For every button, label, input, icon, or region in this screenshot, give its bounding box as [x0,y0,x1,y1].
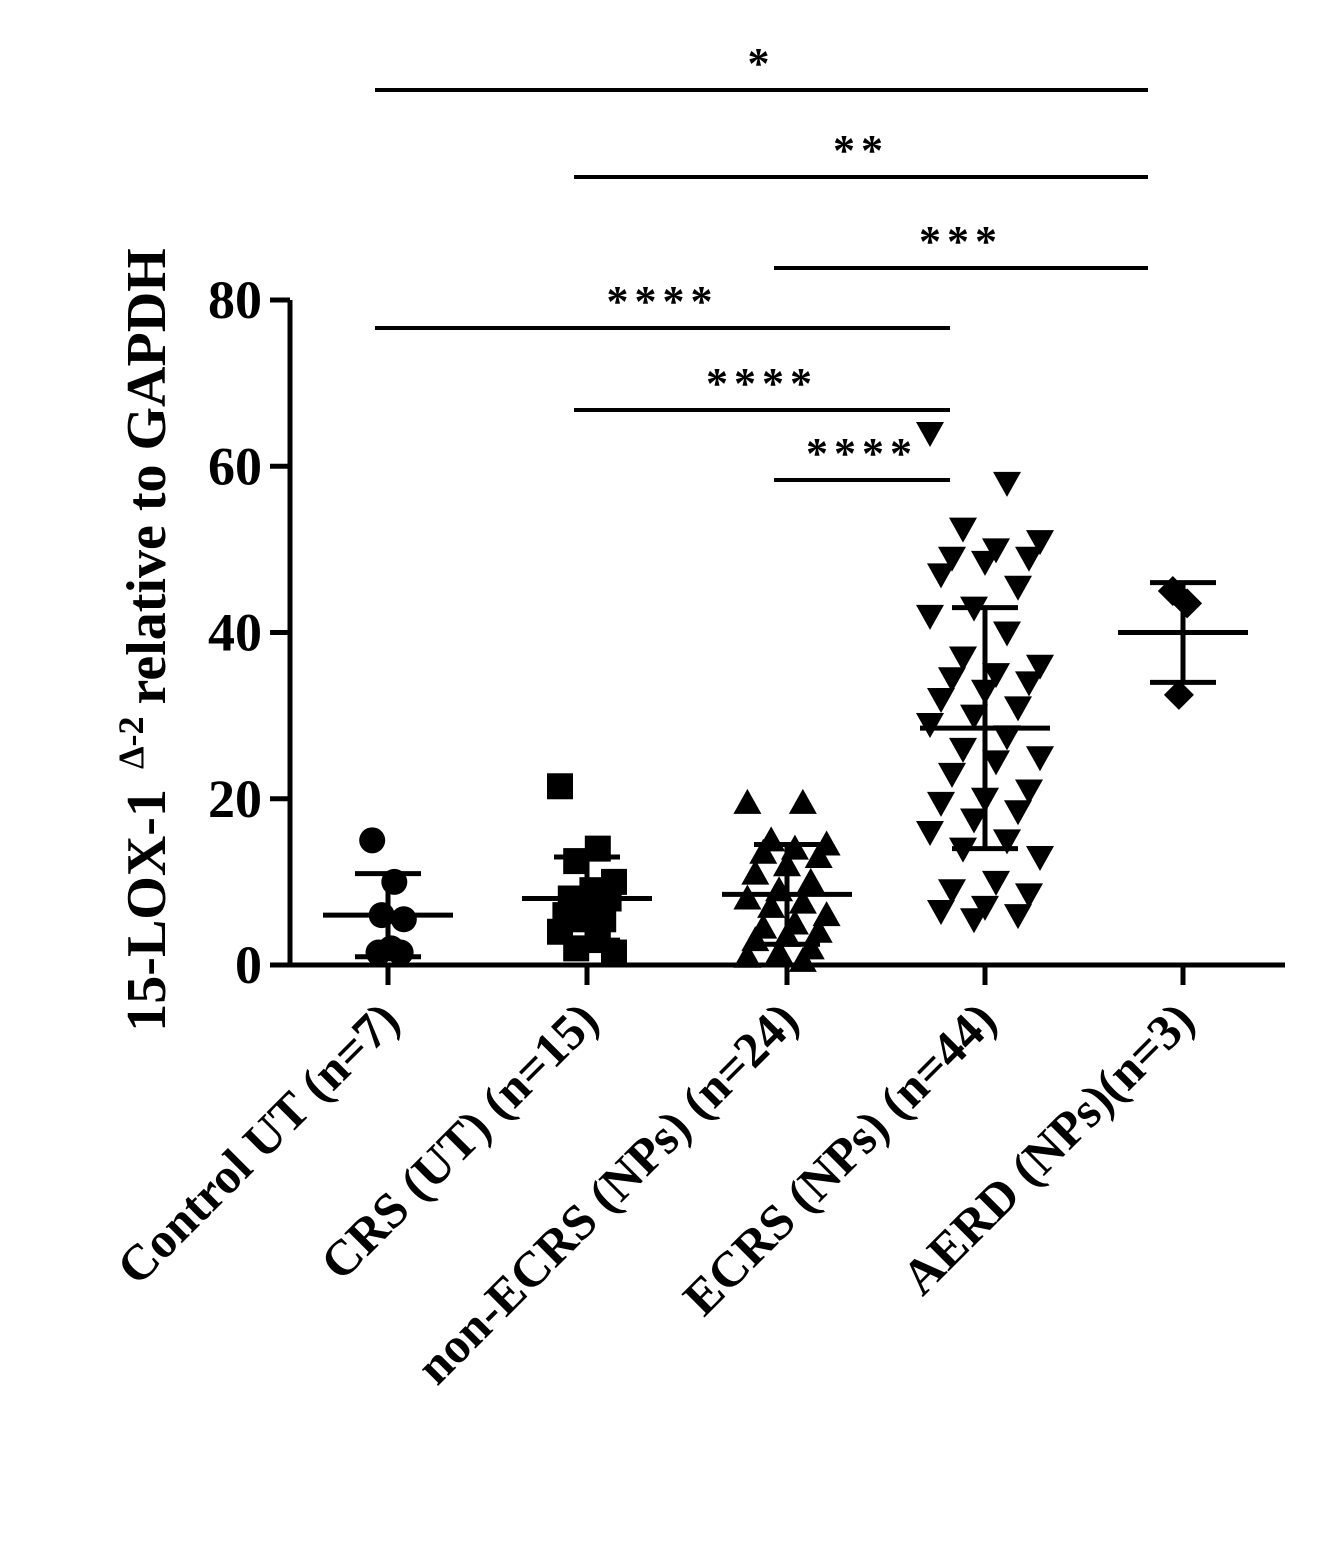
point [733,788,762,814]
significance-label: ** [833,126,889,175]
point [390,906,417,933]
point [733,884,762,910]
point [916,422,944,447]
point [960,908,988,934]
point [938,762,966,788]
point [960,704,988,730]
significance-label: * [748,39,776,88]
point [927,791,955,817]
point [733,942,762,968]
point [601,939,627,966]
point [1163,679,1194,710]
point [960,808,988,834]
point [1026,746,1054,772]
point [949,646,977,672]
y-axis-label: 15-LOX-1 Δ-2 relative to GAPDH [111,248,178,1031]
point [804,842,833,868]
point [993,829,1021,855]
point [949,517,977,543]
point [938,546,966,572]
point [796,867,825,893]
significance-label: **** [607,277,719,326]
point [1015,671,1043,697]
point [938,879,966,905]
point [993,471,1021,497]
y-tick-label: 20 [208,769,262,829]
significance-label: **** [706,359,818,408]
y-label-sup: Δ-2 [111,716,151,769]
point [547,773,573,800]
point [1026,530,1054,556]
point [916,712,944,738]
point [993,725,1021,751]
point [916,821,944,846]
point [927,899,955,925]
point [982,750,1010,776]
point [927,688,955,713]
point [971,550,999,576]
x-tick-label: non-ECRS (NPs) (n=24) [405,991,809,1395]
point [788,788,817,814]
y-tick-label: 60 [208,436,262,496]
y-tick-label: 0 [235,935,262,995]
y-tick-label: 40 [208,603,262,663]
point [938,667,966,693]
point [749,838,778,864]
point [982,663,1010,689]
point [1026,654,1054,680]
point [949,737,977,763]
point [1015,883,1043,909]
point [741,859,770,885]
point [765,938,794,964]
point [788,946,817,972]
point [1015,779,1043,805]
point [387,939,414,966]
point [359,827,386,854]
point [1004,800,1032,826]
y-tick-label: 80 [208,270,262,330]
point [982,870,1010,896]
point [1015,546,1043,572]
point [993,621,1021,647]
y-label-rest: relative to GAPDH [116,248,178,704]
point [788,888,817,914]
point [1026,845,1054,871]
point [757,892,786,918]
y-label-main: 15-LOX-1 [116,789,178,1032]
point [1004,575,1032,601]
significance-label: *** [919,217,1003,266]
point [916,604,944,630]
point [1004,904,1032,930]
point [1004,696,1032,722]
significance-label: **** [806,429,918,478]
point [927,563,955,589]
point [1172,588,1203,619]
